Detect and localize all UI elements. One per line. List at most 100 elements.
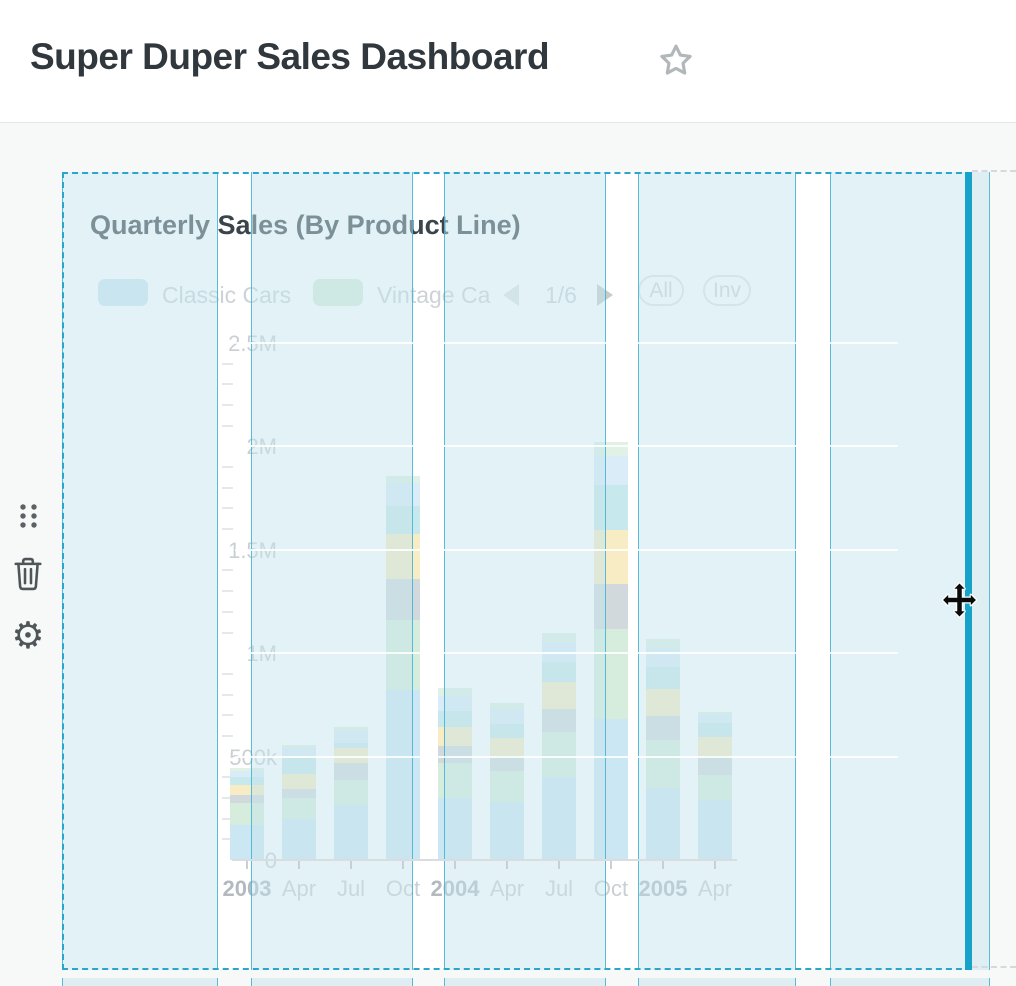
y-axis-minor-tick <box>222 838 233 841</box>
x-axis-label: 2003 <box>222 876 272 901</box>
bar-segment-classic-cars <box>646 787 680 860</box>
bar-segment-series-7-mint <box>490 702 524 710</box>
bar-segment-series-7-mint <box>698 712 732 716</box>
y-axis-minor-tick <box>222 631 233 634</box>
bar-segment-series-4-cream <box>542 682 576 710</box>
legend-page-indicator: 1/6 <box>545 282 577 308</box>
bar-column[interactable] <box>386 476 420 860</box>
legend-select-all-button[interactable]: All <box>638 275 684 306</box>
drag-handle-icon <box>20 504 37 528</box>
bar-segment-vintage-cars <box>542 731 576 778</box>
bar-segment-vintage-cars <box>698 775 732 801</box>
bar-segment-series-7-mint <box>386 476 420 483</box>
bar-segment-series-3-gray <box>438 746 472 763</box>
y-axis-minor-tick <box>222 424 233 427</box>
bar-segment-vintage-cars <box>386 620 420 691</box>
drag-handle-button[interactable] <box>8 494 48 538</box>
bar-segment-series-5-teal <box>438 711 472 727</box>
x-axis-label: 2005 <box>638 876 688 901</box>
bar-segment-vintage-cars <box>334 780 368 806</box>
favorite-star-icon[interactable] <box>658 42 694 78</box>
bar-segment-series-7-mint <box>334 726 368 731</box>
bar-segment-classic-cars <box>438 797 472 860</box>
bar-segment-series-3-gray <box>698 755 732 776</box>
x-axis-label: Apr <box>489 876 525 901</box>
bar-segment-series-6-pale-blue <box>594 455 628 485</box>
settings-button[interactable]: ⚙ <box>8 614 48 658</box>
bar-segment-classic-cars <box>542 777 576 860</box>
bar-segment-series-3-gray <box>646 716 680 741</box>
gear-icon: ⚙ <box>11 614 45 657</box>
y-axis-minor-tick <box>222 486 233 489</box>
dashcard-content: Quarterly Sales (By Product Line) Classi… <box>62 172 972 970</box>
bar-segment-series-4-cream <box>282 774 316 789</box>
ghost-outline-bottom <box>972 966 1016 968</box>
bar-segment-vintage-cars <box>282 797 316 819</box>
y-axis-minor-tick <box>222 383 233 386</box>
bar-segment-vintage-cars <box>230 803 264 825</box>
trash-icon <box>14 557 42 591</box>
bar-segment-series-7-mint <box>646 638 680 649</box>
bar-segment-series-5-teal <box>490 723 524 739</box>
bar-segment-series-5-teal <box>386 506 420 535</box>
bar-segment-vintage-cars <box>490 771 524 803</box>
bar-segment-series-4-cream <box>386 534 420 579</box>
y-axis-minor-tick <box>222 362 233 365</box>
y-axis-minor-tick <box>222 590 233 593</box>
move-cursor-icon <box>941 582 978 618</box>
bar-segment-series-4-cream <box>594 530 628 584</box>
bar-segment-series-7-mint <box>282 745 316 749</box>
x-axis-label: Jul <box>336 876 366 901</box>
x-axis-label: Apr <box>281 876 317 901</box>
x-axis-label: Oct <box>385 876 421 901</box>
bar-segment-series-3-gray <box>230 794 264 804</box>
bar-column[interactable] <box>698 712 732 860</box>
bar-segment-series-6-pale-blue <box>490 709 524 724</box>
y-axis-minor-tick <box>222 569 233 572</box>
bar-column[interactable] <box>490 702 524 860</box>
bar-column[interactable] <box>594 442 628 860</box>
bar-segment-series-3-gray <box>490 755 524 772</box>
bar-segment-vintage-cars <box>646 740 680 788</box>
bar-segment-series-5-teal <box>698 722 732 737</box>
bar-column[interactable] <box>230 768 264 860</box>
bar-column[interactable] <box>334 726 368 860</box>
bar-segment-series-6-pale-blue <box>386 482 420 507</box>
y-axis-minor-tick <box>222 734 233 737</box>
bar-segment-series-4-cream <box>438 726 472 747</box>
bar-segment-series-6-pale-blue <box>282 748 316 758</box>
bar-segment-series-5-teal <box>334 743 368 749</box>
bar-segment-classic-cars <box>334 805 368 860</box>
bar-segment-series-5-teal <box>542 661 576 683</box>
selection-border <box>62 172 972 970</box>
bar-segment-classic-cars <box>386 690 420 860</box>
bar-segment-series-4-cream <box>230 784 264 795</box>
bar-segment-series-4-cream <box>698 736 732 756</box>
bar-segment-series-4-cream <box>646 689 680 717</box>
legend-prev-button chevron-left-icon[interactable] <box>503 284 519 306</box>
resize-edge-handle[interactable] <box>965 172 972 970</box>
bar-column[interactable] <box>282 745 316 860</box>
legend-swatch <box>98 279 148 306</box>
legend-invert-selection-button[interactable]: Inv <box>703 275 751 306</box>
remove-card-button[interactable] <box>8 552 48 596</box>
bar-segment-classic-cars <box>490 802 524 860</box>
bar-column[interactable] <box>542 632 576 860</box>
x-axis-line <box>232 859 737 861</box>
bar-segment-series-6-pale-blue <box>542 641 576 662</box>
bar-segment-series-6-pale-blue <box>698 715 732 723</box>
legend-label: Vintage Ca <box>377 282 491 308</box>
legend-label: Classic Cars <box>162 282 292 308</box>
y-axis-minor-tick <box>222 507 233 510</box>
dashboard-title: Super Duper Sales Dashboard <box>30 36 550 77</box>
y-axis-minor-tick <box>222 672 233 675</box>
bar-segment-series-6-pale-blue <box>438 695 472 712</box>
bar-column[interactable] <box>438 688 472 860</box>
bar-segment-classic-cars <box>230 824 264 860</box>
bar-segment-series-3-gray <box>386 578 420 621</box>
y-axis-minor-tick <box>222 693 233 696</box>
bar-segment-classic-cars <box>698 800 732 860</box>
bar-segment-series-3-gray <box>282 788 316 798</box>
y-axis-minor-tick <box>222 528 233 531</box>
bar-segment-series-3-gray <box>542 709 576 732</box>
